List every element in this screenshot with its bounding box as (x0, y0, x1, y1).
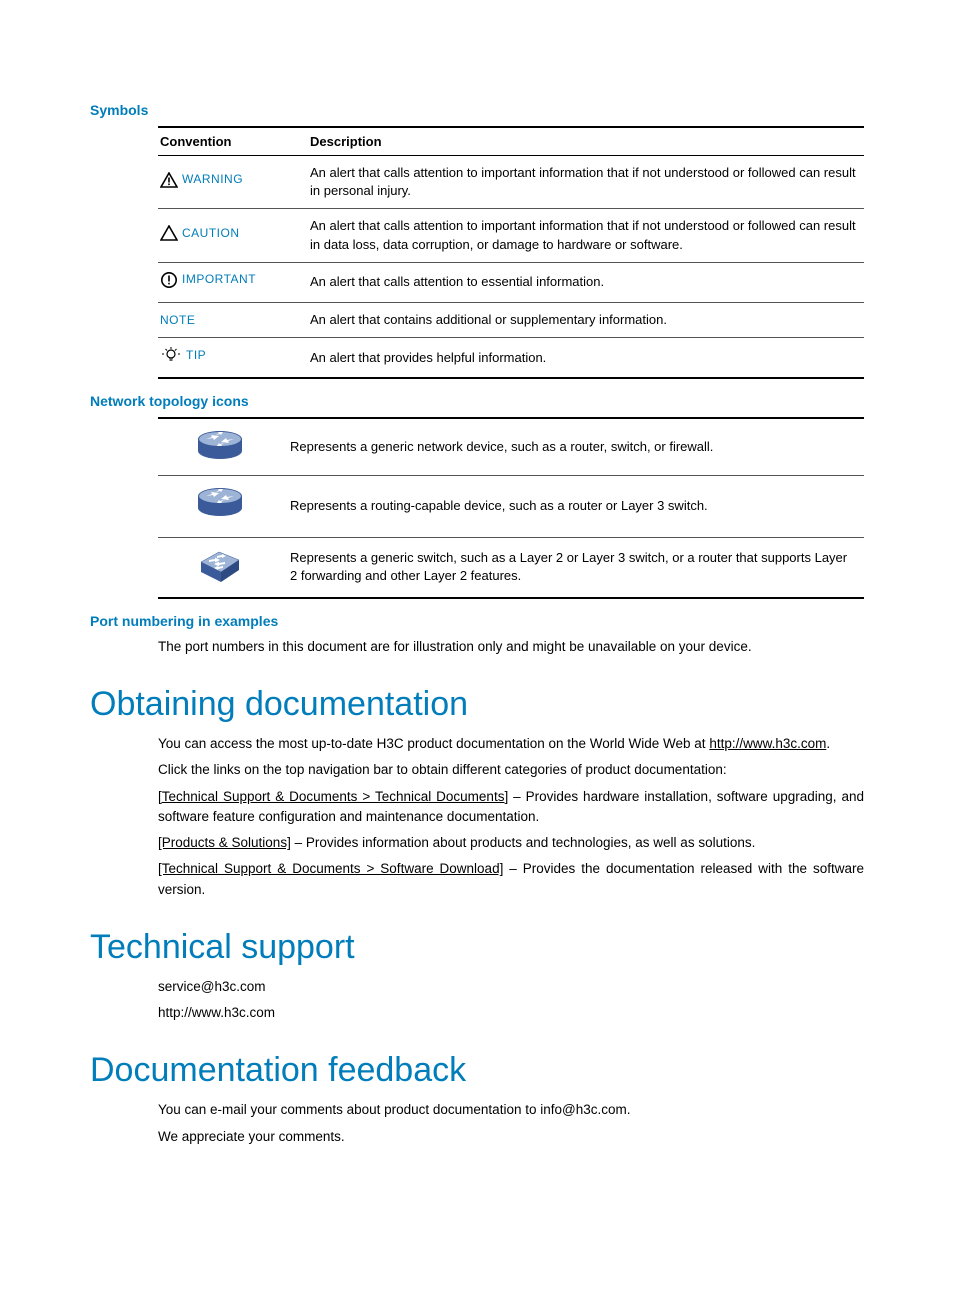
generic-device-icon (196, 427, 244, 466)
heading-symbols: Symbols (90, 102, 864, 118)
th-description: Description (308, 127, 864, 156)
h3c-link[interactable]: http://www.h3c.com (709, 736, 826, 751)
products-link[interactable]: [Products & Solutions] (158, 835, 291, 850)
support-url: http://www.h3c.com (158, 1003, 864, 1023)
router-device-icon: ROUTER (196, 484, 244, 529)
table-row: Represents a generic network device, suc… (158, 418, 864, 475)
software-download-link[interactable]: [Technical Support & Documents > Softwar… (158, 861, 503, 876)
symbol-label: CAUTION (182, 225, 240, 242)
symbol-desc: An alert that calls attention to importa… (308, 209, 864, 262)
obtaining-l3: [Technical Support & Documents > Softwar… (158, 859, 864, 900)
caution-icon (160, 225, 178, 241)
feedback-p1: You can e-mail your comments about produ… (158, 1100, 864, 1120)
tip-icon (160, 346, 182, 364)
symbol-desc: An alert that provides helpful informati… (308, 338, 864, 379)
symbol-label: NOTE (160, 312, 195, 329)
obtaining-p1: You can access the most up-to-date H3C p… (158, 734, 864, 754)
heading-doc-feedback: Documentation feedback (90, 1051, 864, 1090)
warning-icon (160, 172, 178, 188)
support-email: service@h3c.com (158, 977, 864, 997)
table-row: TIP An alert that provides helpful infor… (158, 338, 864, 379)
icon-desc: Represents a generic network device, suc… (288, 418, 864, 475)
symbol-desc: An alert that calls attention to importa… (308, 156, 864, 209)
symbol-desc: An alert that contains additional or sup… (308, 302, 864, 337)
symbol-label: TIP (186, 347, 206, 364)
switch-device-icon (195, 546, 245, 589)
icon-desc: Represents a generic switch, such as a L… (288, 537, 864, 598)
obtaining-l2: [Products & Solutions] – Provides inform… (158, 833, 864, 853)
heading-port-numbering: Port numbering in examples (90, 613, 864, 629)
th-convention: Convention (158, 127, 308, 156)
obtaining-p2: Click the links on the top navigation ba… (158, 760, 864, 780)
heading-tech-support: Technical support (90, 928, 864, 967)
important-icon (160, 271, 178, 289)
svg-text:ROUTER: ROUTER (207, 517, 233, 523)
obtaining-l1: [Technical Support & Documents > Technic… (158, 787, 864, 828)
symbol-label: WARNING (182, 171, 243, 188)
table-row: NOTE An alert that contains additional o… (158, 302, 864, 337)
table-row: Represents a generic switch, such as a L… (158, 537, 864, 598)
symbol-label: IMPORTANT (182, 271, 256, 288)
table-row: ROUTER Represents a routing-capable devi… (158, 475, 864, 537)
symbol-desc: An alert that calls attention to essenti… (308, 262, 864, 302)
port-text: The port numbers in this document are fo… (158, 637, 864, 657)
symbols-table: Convention Description WARNING An alert … (158, 126, 864, 379)
heading-obtaining-doc: Obtaining documentation (90, 685, 864, 724)
icons-table: Represents a generic network device, suc… (158, 417, 864, 599)
tech-docs-link[interactable]: [Technical Support & Documents > Technic… (158, 789, 508, 804)
heading-network-icons: Network topology icons (90, 393, 864, 409)
feedback-p2: We appreciate your comments. (158, 1127, 864, 1147)
icon-desc: Represents a routing-capable device, suc… (288, 475, 864, 537)
table-row: CAUTION An alert that calls attention to… (158, 209, 864, 262)
table-row: IMPORTANT An alert that calls attention … (158, 262, 864, 302)
table-row: WARNING An alert that calls attention to… (158, 156, 864, 209)
